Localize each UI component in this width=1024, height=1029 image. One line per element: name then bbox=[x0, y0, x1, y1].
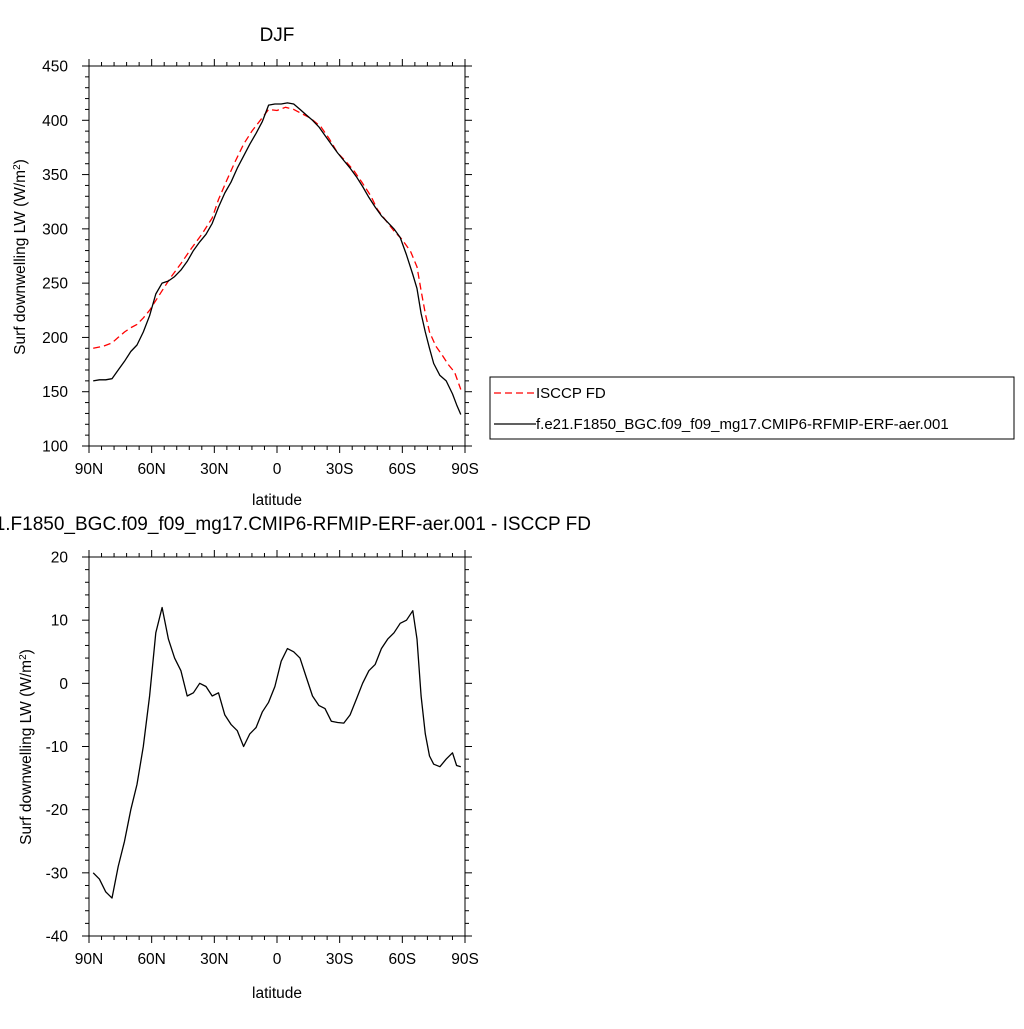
bottom-y-tick-label: 20 bbox=[51, 550, 69, 567]
top-x-tick-label: 90N bbox=[75, 461, 103, 478]
top-y-tick-label: 400 bbox=[42, 113, 68, 130]
top-x-axis-label: latitude bbox=[252, 492, 302, 509]
bottom-y-tick-label: 10 bbox=[51, 613, 69, 630]
bottom-y-tick-label: -30 bbox=[46, 865, 69, 882]
bottom-y-tick-label: 0 bbox=[59, 676, 68, 693]
top-series-line-0 bbox=[93, 106, 462, 390]
top-y-axis-label: Surf downwelling LW (W/m2) bbox=[12, 159, 30, 355]
bottom-x-tick-label: 60S bbox=[389, 951, 417, 968]
top-y-tick-label: 350 bbox=[42, 167, 68, 184]
legend-label-model: f.e21.F1850_BGC.f09_f09_mg17.CMIP6-RFMIP… bbox=[536, 416, 949, 433]
bottom-x-tick-label: 30S bbox=[326, 951, 354, 968]
top-y-tick-label: 100 bbox=[42, 439, 68, 456]
top-panel: DJF 90N 60N 30N 0 30S 60S 90S 100 150 200 250 300 35… bbox=[12, 25, 479, 509]
top-x-tick-label: 0 bbox=[273, 461, 282, 478]
bottom-x-tick-label: 30N bbox=[200, 951, 228, 968]
bottom-panel: f.e21.F1850_BGC.f09_f09_mg17.CMIP6-RFMIP… bbox=[0, 514, 591, 1002]
bottom-y-tick-label: -40 bbox=[46, 929, 69, 946]
top-chart-title: DJF bbox=[260, 25, 295, 46]
top-x-tick-label: 30S bbox=[326, 461, 354, 478]
top-y-tick-label: 300 bbox=[42, 221, 68, 238]
legend-label-isccp-fd: ISCCP FD bbox=[536, 385, 606, 402]
bottom-x-tick-label: 0 bbox=[273, 951, 282, 968]
bottom-x-tick-label: 60N bbox=[137, 951, 165, 968]
top-x-tick-label: 60S bbox=[389, 461, 417, 478]
bottom-x-axis-label: latitude bbox=[252, 985, 302, 1002]
top-plot-area: 90N 60N 30N 0 30S 60S 90S 100 150 200 250 300 350 400… bbox=[42, 59, 479, 479]
bottom-y-tick-label: -10 bbox=[46, 739, 69, 756]
top-x-tick-label: 30N bbox=[200, 461, 228, 478]
top-y-tick-label: 200 bbox=[42, 330, 68, 347]
top-plot-frame bbox=[88, 65, 466, 447]
legend: ISCCP FD f.e21.F1850_BGC.f09_f09_mg17.CM… bbox=[489, 376, 1015, 440]
top-x-tick-label: 60N bbox=[137, 461, 165, 478]
legend-box bbox=[489, 376, 1015, 440]
bottom-plot-area: 90N 60N 30N 0 30S 60S 90S -40 -30 -20 -10 0 10 20 bbox=[46, 550, 479, 969]
bottom-x-tick-label: 90S bbox=[451, 951, 479, 968]
bottom-x-tick-label: 90N bbox=[75, 951, 103, 968]
top-series-line-1 bbox=[93, 102, 462, 415]
bottom-plot-frame bbox=[88, 556, 466, 937]
bottom-y-axis-label: Surf downwelling LW (W/m2) bbox=[18, 649, 36, 845]
top-y-tick-label: 450 bbox=[42, 59, 68, 76]
bottom-series-line-0 bbox=[92, 606, 461, 899]
top-y-tick-label: 150 bbox=[42, 384, 68, 401]
top-y-tick-label: 250 bbox=[42, 276, 68, 293]
top-x-tick-label: 90S bbox=[451, 461, 479, 478]
bottom-chart-title: f.e21.F1850_BGC.f09_f09_mg17.CMIP6-RFMIP… bbox=[0, 514, 591, 535]
bottom-y-tick-label: -20 bbox=[46, 802, 69, 819]
